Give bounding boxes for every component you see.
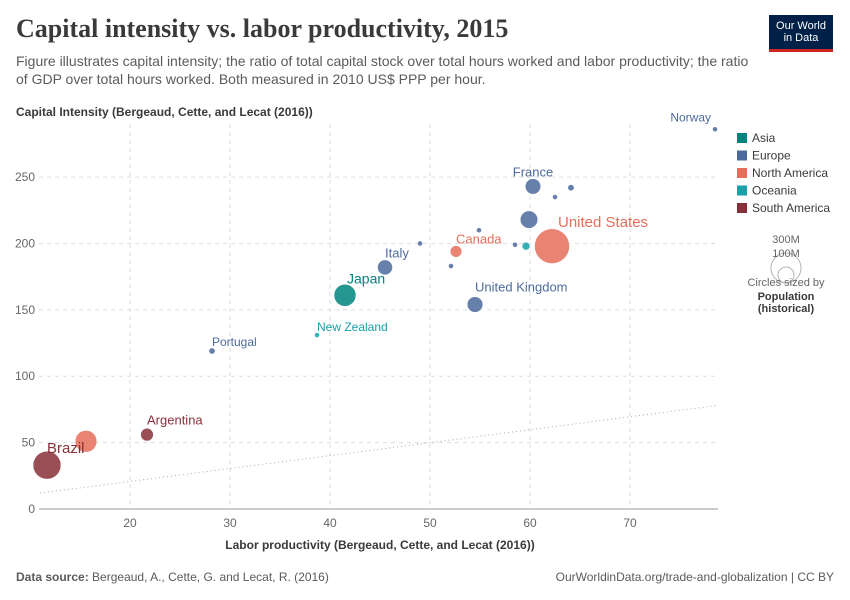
legend-swatch-oceania	[737, 185, 747, 196]
data-source-label: Data source:	[16, 570, 89, 584]
data-point-brazil	[32, 450, 62, 480]
region-legend: Asia Europe North America Oceania South Amer…	[737, 131, 830, 215]
data-points	[32, 126, 718, 480]
data-point-united-kingdom	[466, 296, 484, 313]
point-label-argentina: Argentina	[147, 413, 203, 428]
point-label-japan: Japan	[347, 270, 385, 286]
size-legend-small-label: 100M	[772, 248, 800, 260]
owid-logo[interactable]: Our World in Data	[769, 15, 833, 52]
data-point-new-zealand	[314, 332, 320, 338]
reference-line	[39, 404, 719, 494]
point-label-portugal: Portugal	[212, 335, 257, 349]
legend-swatch-asia	[737, 133, 747, 143]
x-tick-label: 50	[423, 516, 437, 530]
y-tick-label: 150	[15, 303, 35, 317]
legend-label-europe: Europe	[752, 149, 791, 163]
point-label-norway: Norway	[670, 110, 711, 124]
data-source: Data source: Bergeaud, A., Cette, G. and…	[16, 570, 329, 584]
legend-swatch-north-america	[737, 168, 747, 178]
data-point-united-states	[534, 228, 570, 264]
point-label-france: France	[513, 164, 553, 179]
reference-dotted-line	[39, 404, 719, 494]
point-labels: Norway France United States Canada United Ki…	[47, 110, 711, 457]
size-legend-bold-1: Population	[758, 291, 815, 303]
logo-line-1: Our World	[776, 20, 826, 32]
data-point-japan	[333, 283, 357, 307]
data-point-canada	[449, 245, 463, 258]
legend-swatch-europe	[737, 150, 747, 161]
y-tick-label: 100	[15, 369, 35, 383]
data-point	[552, 194, 558, 200]
size-legend-large-label: 300M	[772, 234, 800, 246]
y-tick-label: 0	[28, 502, 35, 516]
license-link[interactable]: OurWorldinData.org/trade-and-globalizati…	[555, 570, 834, 584]
data-point	[476, 227, 482, 234]
data-point-italy	[377, 259, 393, 276]
legend-label-south-america: South America	[752, 201, 830, 215]
point-label-united-states: United States	[558, 214, 648, 231]
data-source-text: Bergeaud, A., Cette, G. and Lecat, R. (2…	[92, 570, 329, 584]
point-label-canada: Canada	[456, 231, 502, 246]
data-point	[521, 241, 531, 251]
data-point	[512, 241, 518, 248]
legend-label-oceania: Oceania	[752, 184, 797, 198]
data-point	[74, 430, 98, 453]
legend-label-north-america: North America	[752, 166, 828, 180]
y-tick-label: 50	[22, 436, 36, 450]
point-label-italy: Italy	[385, 245, 409, 260]
point-label-brazil: Brazil	[47, 440, 85, 457]
size-legend-bold-2: (historical)	[758, 303, 815, 315]
x-tick-label: 60	[523, 516, 537, 530]
x-tick-label: 40	[323, 516, 337, 530]
y-axis-title: Capital Intensity (Bergeaud, Cette, and …	[16, 105, 313, 119]
point-label-united-kingdom: United Kingdom	[475, 280, 568, 295]
x-tick-label: 30	[223, 516, 237, 530]
x-tick-label: 20	[123, 516, 137, 530]
size-legend-small-circle	[777, 266, 795, 284]
y-tick-label: 250	[15, 170, 35, 184]
data-point-portugal	[208, 347, 216, 355]
legend-swatch-south-america	[737, 203, 747, 213]
point-label-new-zealand: New Zealand	[317, 320, 388, 334]
axis-ticks: 0 50 100 150 200 250 20 30 40 50 60 70	[15, 170, 637, 530]
chart-subtitle: Figure illustrates capital intensity; th…	[16, 53, 749, 87]
data-point	[417, 240, 423, 247]
size-legend: 300M 100M Circles sized by Population (h…	[747, 234, 825, 315]
x-tick-label: 70	[623, 516, 637, 530]
data-point-france	[524, 178, 542, 195]
size-legend-note: Circles sized by	[747, 277, 825, 289]
x-axis-title: Labor productivity (Bergeaud, Cette, and…	[225, 538, 534, 552]
data-point	[567, 184, 575, 192]
data-point	[448, 263, 454, 269]
data-point-norway	[712, 126, 718, 133]
grid-lines	[39, 124, 718, 510]
y-tick-label: 200	[15, 236, 35, 250]
chart-title: Capital intensity vs. labor productivity…	[16, 14, 509, 43]
legend-label-asia: Asia	[752, 131, 776, 145]
data-point	[519, 210, 539, 229]
logo-line-2: in Data	[783, 32, 819, 44]
data-point-argentina	[140, 427, 154, 442]
